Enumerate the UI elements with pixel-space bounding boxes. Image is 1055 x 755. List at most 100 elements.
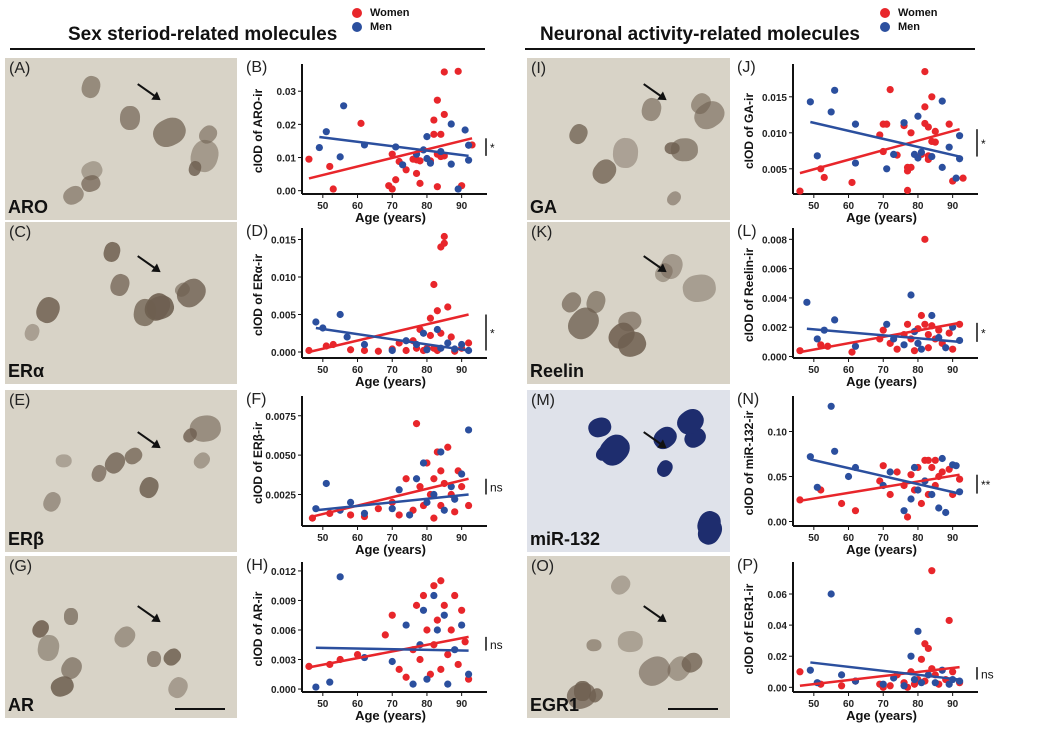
y-tick-label: 0.02 [768,652,788,663]
micrograph-label: Reelin [530,361,585,381]
x-tick-label: 60 [352,365,364,376]
women-point [464,675,473,683]
men-point [938,163,946,171]
women-point [388,150,396,158]
women-point [392,176,400,184]
men-point [952,174,960,182]
chart-svg: (L) 0.000 0.002 0.004 0.006 0.008 50 60 70 80 90 Ag… [737,223,986,389]
men-point [837,671,846,679]
women-fit-line [799,665,960,688]
panel-letter: (A) [9,60,31,77]
men-fit-line [319,135,469,158]
panel-letter: (E) [9,392,31,409]
men-point [426,159,435,167]
men-point [928,152,936,161]
women-point [416,483,424,491]
x-tick-label: 70 [387,533,399,544]
women-point [848,348,856,356]
women-point [921,68,929,76]
y-tick-label: 0.005 [762,165,787,176]
scatter-chart-8: (P) 0.00 0.02 0.04 0.06 50 60 70 80 90 Age (years)… [735,556,997,723]
men-point [423,498,431,506]
y-tick-label: 0.010 [271,273,296,284]
men-point [945,143,953,151]
x-tick-label: 60 [352,201,364,212]
men-point [914,486,922,494]
women-point [437,130,445,138]
y-tick-label: 0.0025 [265,491,296,502]
men-point [938,97,946,105]
men-point [900,507,908,515]
men-point [803,298,811,306]
women-point [451,508,459,516]
panel-letter: (N) [737,391,759,408]
women-point [412,420,421,428]
x-tick-label: 70 [878,365,890,376]
y-tick-label: 0.03 [277,87,297,98]
x-axis-label: Age (years) [355,708,426,723]
women-point [447,626,455,634]
women-point [924,644,932,653]
men-point [326,678,334,686]
women-point [444,303,452,311]
men-point [914,112,922,120]
men-point [827,590,835,598]
micrograph-label: ARO [8,197,48,217]
women-point [907,129,915,137]
legend-left: Women Men [352,6,410,34]
women-fit-line [799,321,960,354]
women-point [395,511,403,519]
x-tick-label: 80 [912,533,924,544]
women-point [820,173,828,182]
men-point [423,346,431,354]
y-tick-label: 0.010 [762,129,787,140]
micrograph-label: ERβ [8,529,44,549]
x-tick-label: 60 [352,533,364,544]
men-point [813,483,821,491]
women-point [938,468,946,476]
women-point [910,347,919,355]
y-axis-label: cIOD of Reelin-ir [742,248,756,342]
x-axis-label: Age (years) [846,708,917,723]
men-point [883,320,891,328]
men-point [806,453,814,461]
men-point [423,133,431,141]
legend-women-label: Women [370,7,410,19]
x-tick-label: 80 [912,699,924,710]
panel-letter: (C) [9,224,32,241]
left-section-title: Sex steriod-related molecules [68,24,338,45]
women-point [886,682,894,690]
men-point [806,98,814,106]
women-point [447,333,455,341]
women-point [907,163,915,171]
legend-right: Women Men [880,6,938,34]
women-point [346,346,355,354]
men-point [827,108,835,116]
men-marker-icon [880,22,890,32]
scatter-chart-3: (F) 0.0025 0.0050 0.0075 50 60 70 80 90 Age (year… [244,390,506,557]
y-tick-label: 0.00 [768,683,788,694]
x-tick-label: 80 [912,365,924,376]
men-point [444,680,452,688]
women-fit-line [799,127,960,175]
women-point [329,185,337,193]
women-point [430,280,438,289]
women-point [437,665,445,673]
micrograph-label: AR [8,695,34,715]
men-point [447,120,455,128]
women-point [903,513,912,521]
women-point [917,311,926,320]
y-tick-label: 0.00 [277,187,297,198]
stained-cell [617,630,643,652]
legend-men-label: Men [898,21,920,33]
x-tick-label: 70 [387,699,399,710]
men-point [336,573,344,581]
women-point [305,155,313,163]
men-point [813,152,821,160]
men-point [928,311,936,320]
micrograph-ar: (G) AR [5,556,237,718]
women-point [949,668,957,676]
women-point [924,456,932,464]
women-point [928,463,936,472]
micrograph-label: ERα [8,361,45,381]
